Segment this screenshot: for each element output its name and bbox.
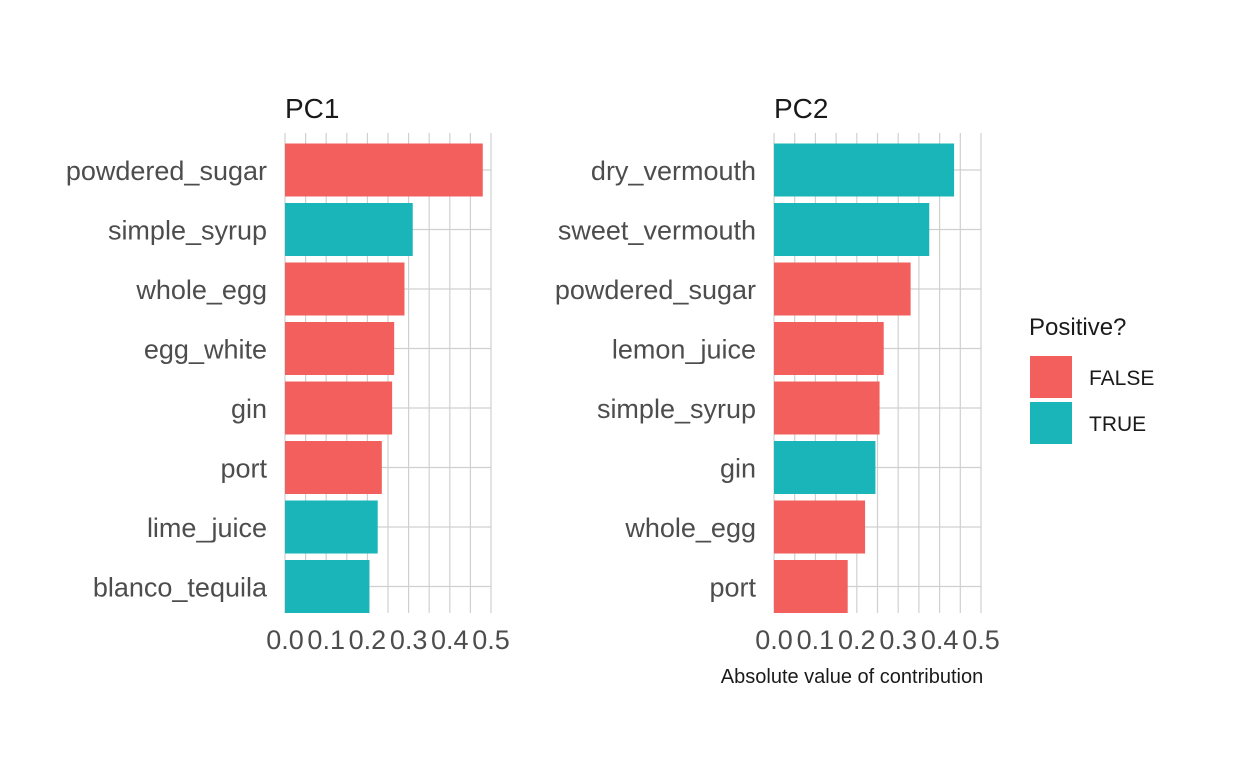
legend-label-true: TRUE <box>1089 413 1146 436</box>
bar-blanco_tequila <box>285 560 370 613</box>
chart-panels: PC1powdered_sugarsimple_syrupwhole_eggeg… <box>66 93 1000 655</box>
bar-lime_juice <box>285 500 378 554</box>
bar-dry_vermouth <box>774 143 955 197</box>
bar-gin <box>285 381 393 435</box>
x-tick-label: 0.5 <box>962 625 1000 655</box>
y-tick-label: sweet_vermouth <box>558 216 756 246</box>
bar-simple_syrup <box>285 203 413 256</box>
x-tick-label: 0.2 <box>349 625 387 655</box>
y-tick-label: powdered_sugar <box>555 275 756 305</box>
x-tick-label: 0.4 <box>921 625 959 655</box>
panel-pc1: PC1 powdered_sugar simple_syrup whole_eggeg… <box>66 93 510 655</box>
x-tick-label: 0.5 <box>472 625 510 655</box>
bar-port <box>774 560 848 613</box>
bar-port <box>285 441 382 494</box>
x-tick-label: 0.0 <box>266 625 304 655</box>
bar-powdered_sugar <box>774 262 911 316</box>
y-tick-label: port <box>709 573 756 603</box>
x-tick-label: 0.3 <box>879 625 917 655</box>
legend: Positive? FALSE TRUE <box>1029 314 1154 444</box>
bar-gin <box>774 441 876 494</box>
bar-egg_white <box>285 322 395 375</box>
x-tick-label: 0.3 <box>390 625 428 655</box>
y-tick-label: simple_syrup <box>108 216 267 246</box>
bar-simple_syrup <box>774 381 880 435</box>
bar-whole_egg <box>285 262 405 316</box>
y-tick-label: lime_juice <box>147 513 267 543</box>
panel-pc2: PC2 dry_vermouth sweet_vermouth powdered_su… <box>555 93 1000 655</box>
x-tick-label: 0.4 <box>431 625 469 655</box>
panel-title: PC1 <box>285 93 339 124</box>
y-tick-label: port <box>220 454 267 484</box>
x-tick-label: 0.1 <box>307 625 345 655</box>
panel-title: PC2 <box>774 93 828 124</box>
x-tick-label: 0.2 <box>838 625 876 655</box>
y-tick-label: gin <box>231 394 267 424</box>
x-tick-label: 0.0 <box>755 625 793 655</box>
x-axis-title: Absolute value of contribution <box>721 666 983 688</box>
bar-whole_egg <box>774 500 866 554</box>
y-tick-label: gin <box>720 454 756 484</box>
legend-swatch-true <box>1030 402 1072 444</box>
y-tick-label: whole_egg <box>135 275 267 305</box>
y-tick-label: blanco_tequila <box>93 573 268 603</box>
y-tick-label: simple_syrup <box>597 394 756 424</box>
y-tick-label: whole_egg <box>624 513 756 543</box>
y-tick-label: lemon_juice <box>612 335 756 365</box>
y-tick-label: dry_vermouth <box>591 156 756 186</box>
x-tick-label: 0.1 <box>797 625 835 655</box>
legend-label-false: FALSE <box>1089 367 1154 390</box>
bar-sweet_vermouth <box>774 203 930 256</box>
legend-title: Positive? <box>1029 314 1126 341</box>
legend-swatch-false <box>1030 356 1072 398</box>
y-tick-label: powdered_sugar <box>66 156 267 186</box>
bar-lemon_juice <box>774 322 884 375</box>
bar-powdered_sugar <box>285 143 483 197</box>
y-tick-label: egg_white <box>144 335 267 365</box>
